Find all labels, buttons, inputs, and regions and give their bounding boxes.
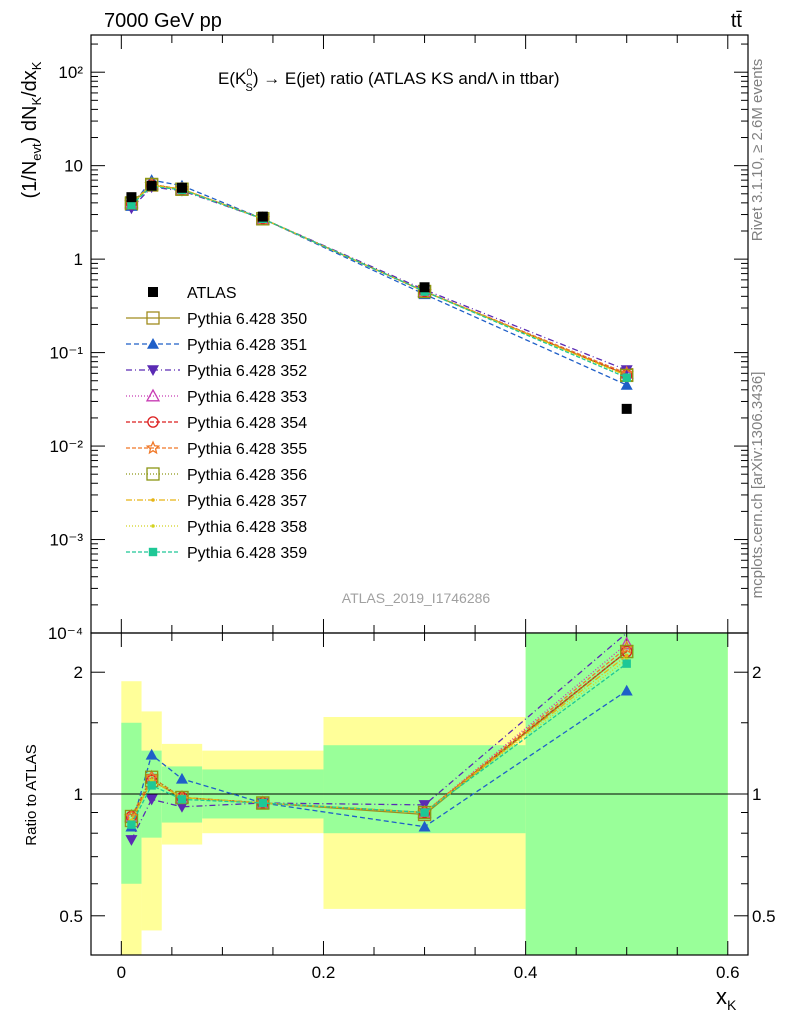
- ratio-series-point: [620, 684, 633, 696]
- ratio-series-line: [130, 690, 628, 828]
- legend-label: Pythia 6.428 359: [187, 545, 307, 562]
- x-tick-label: 0.2: [312, 963, 336, 982]
- ratio-y-tick-label-left: 1: [74, 785, 83, 804]
- ratio-y-tick-label-left: 0.5: [59, 907, 83, 926]
- x-label-sub: K: [727, 997, 737, 1013]
- ratio-series-point: [175, 801, 188, 813]
- data-point: [621, 403, 632, 414]
- legend-label: Pythia 6.428 355: [187, 441, 307, 458]
- legend-marker: [147, 416, 159, 428]
- ratio-series-point: [175, 772, 188, 784]
- ratio-series-line: [130, 663, 628, 825]
- legend-marker: [145, 440, 161, 455]
- y-label-part2: ) dN: [19, 106, 41, 144]
- legend-label: Pythia 6.428 350: [187, 311, 307, 328]
- ratio-series-point: [420, 808, 429, 817]
- ratio-series-point: [147, 781, 156, 790]
- legend-label: Pythia 6.428 357: [187, 493, 307, 510]
- ratio-series-point: [418, 820, 431, 832]
- ratio-series-line: [130, 658, 628, 821]
- main-y-tick-label: 10⁻¹: [49, 344, 83, 363]
- ratio-y-tick-label-right: 2: [752, 663, 761, 682]
- ratio-y-tick-label-right: 1: [752, 785, 761, 804]
- ratio-band-inner: [121, 722, 142, 884]
- ratio-series-point: [145, 794, 158, 806]
- main-y-tick-label: 10⁻³: [49, 531, 83, 550]
- x-tick-label: 0: [117, 963, 126, 982]
- data-point: [146, 180, 157, 191]
- main-y-tick-label: 10²: [58, 63, 83, 82]
- legend-label: Pythia 6.428 358: [187, 519, 307, 536]
- data-point: [126, 192, 137, 203]
- y-label-sub1: evt: [29, 143, 44, 161]
- x-label-main: x: [716, 984, 727, 1009]
- main-plot-area: 10⁻⁴ 10⁻³ 10⁻² 10⁻¹ 1 10 10²: [48, 34, 749, 643]
- series-point: [127, 200, 136, 210]
- data-point: [419, 282, 430, 293]
- ratio-series-point: [127, 820, 136, 829]
- y-label-sub2: K: [29, 97, 44, 106]
- legend-label: Pythia 6.428 353: [187, 389, 307, 406]
- ratio-y-tick-label-right: 0.5: [752, 907, 776, 926]
- y-label-part1: (1/N: [19, 161, 41, 199]
- header-right-label: tt̄: [731, 10, 743, 32]
- legend-marker: [146, 311, 160, 325]
- x-axis-label: xK: [716, 984, 737, 1013]
- main-y-tick-label: 10⁻⁴: [48, 624, 83, 643]
- rivet-version-label: Rivet 3.1.10, ≥ 2.6M events: [749, 59, 766, 242]
- series-point: [620, 379, 633, 390]
- y-label-part3: /dx: [19, 70, 41, 97]
- plot-title-sup: 0: [246, 67, 252, 79]
- ratio-series-point: [624, 653, 629, 658]
- main-y-tick-label: 10⁻²: [49, 437, 83, 456]
- legend-marker: [146, 467, 160, 481]
- x-tick-label: 0.6: [716, 963, 740, 982]
- ratio-y-axis-label: Ratio to ATLAS: [23, 744, 40, 845]
- ratio-series-point: [145, 748, 158, 760]
- ratio-series-point: [177, 795, 187, 804]
- ratio-series-point: [622, 659, 631, 668]
- legend-label: Pythia 6.428 354: [187, 415, 307, 432]
- legend-marker: [151, 498, 155, 502]
- legend-marker: [147, 365, 159, 376]
- ratio-plot-area: 0.5 0.5 1 1 2 2 0 0.2 0.4 0.6: [59, 632, 776, 982]
- legend-marker: [148, 287, 158, 297]
- y-label-sub3: K: [29, 61, 44, 70]
- ratio-y-tick-label-left: 2: [74, 663, 83, 682]
- legend-marker: [145, 388, 161, 402]
- series-point: [620, 365, 633, 377]
- legend-marker: [148, 547, 158, 557]
- series-point: [622, 373, 631, 382]
- ratio-series-point: [619, 636, 634, 650]
- main-plot-frame: [90, 34, 749, 634]
- x-tick-label: 0.4: [514, 963, 538, 982]
- main-y-tick-label: 1: [74, 250, 83, 269]
- legend-label: Pythia 6.428 356: [187, 467, 307, 484]
- legend-marker: [147, 338, 159, 349]
- legend-label: Pythia 6.428 352: [187, 363, 307, 380]
- plot-title-prefix: E(K: [218, 69, 247, 88]
- plot-title-sub: S: [245, 82, 252, 94]
- analysis-watermark: ATLAS_2019_I1746286: [342, 590, 491, 606]
- series-line: [130, 185, 627, 379]
- data-point: [176, 182, 187, 193]
- header-left-label: 7000 GeV pp: [104, 10, 222, 32]
- legend: ATLAS Pythia 6.428 350 Pythia 6.428 351 Pyt…: [126, 285, 307, 562]
- ratio-series-point: [258, 798, 268, 808]
- legend-label: Pythia 6.428 351: [187, 337, 307, 354]
- plot-title: E(K0 S) → E(jet) ratio (ATLAS KS andΛ in …: [218, 67, 560, 94]
- main-y-axis-label: (1/Nevt) dNK/dxK: [19, 61, 44, 198]
- series-line: [130, 179, 627, 386]
- ratio-series-point: [620, 644, 634, 659]
- legend-label: ATLAS: [187, 285, 237, 302]
- mcplots-reference-label: mcplots.cern.ch [arXiv:1306.3436]: [749, 372, 766, 599]
- legend-marker: [151, 524, 155, 528]
- main-y-tick-label: 10: [64, 157, 83, 176]
- plot-title-suffix: ) → E(jet) ratio (ATLAS KS andΛ in ttbar…: [253, 69, 560, 88]
- ratio-series-point: [125, 835, 138, 846]
- data-point: [257, 211, 268, 222]
